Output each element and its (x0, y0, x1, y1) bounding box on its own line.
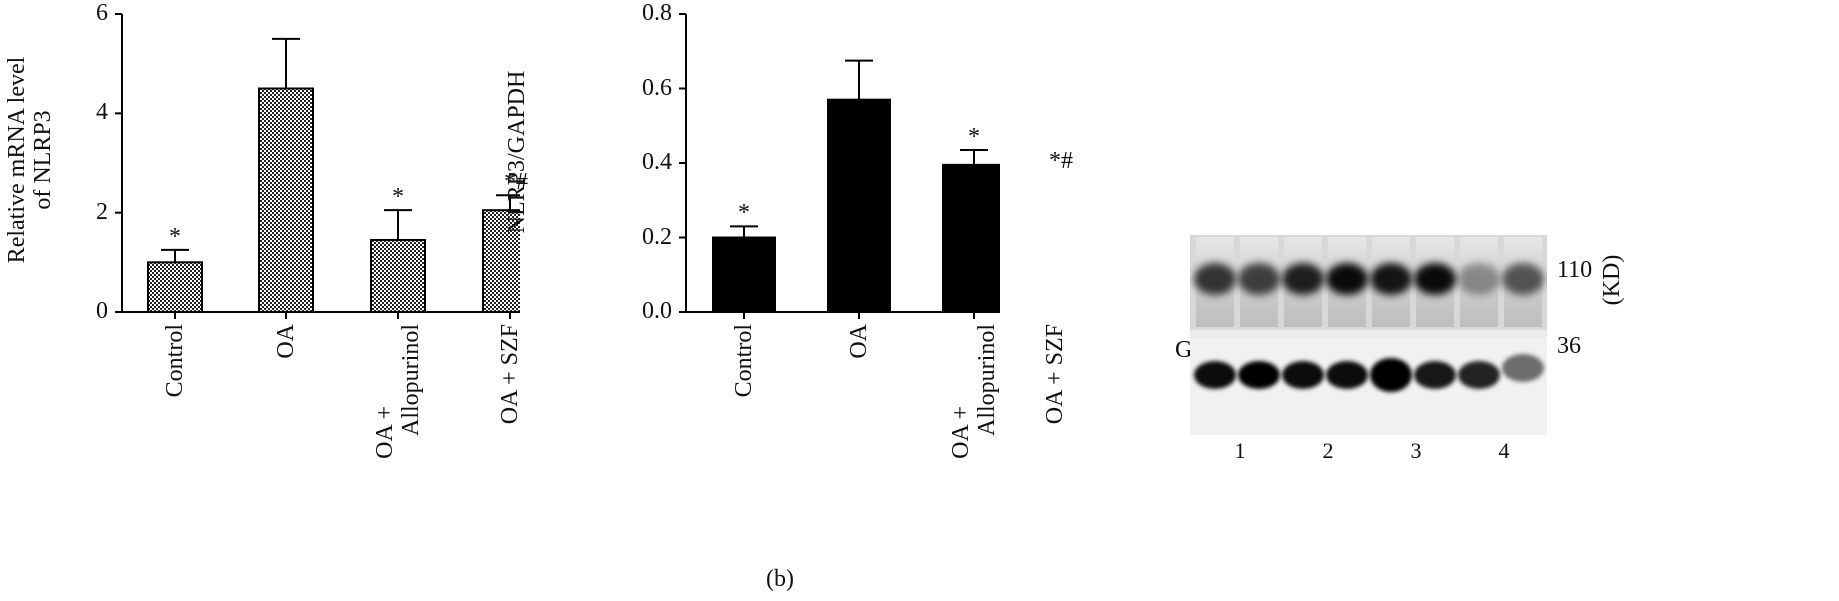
x-category-label: Control (731, 324, 757, 474)
lane-number: 1 (1234, 438, 1246, 463)
panel-caption: (b) (766, 566, 794, 592)
bar-oa-allopurinol (942, 163, 1000, 313)
y-tick-label: 0 (96, 298, 108, 324)
blot-image (1190, 235, 1547, 435)
significance-marker: * (169, 223, 181, 250)
y-tick-label: 0.8 (642, 0, 672, 26)
y-tick-label: 2 (96, 198, 108, 225)
lane-number: 4 (1498, 438, 1510, 463)
significance-marker: * (968, 123, 980, 150)
lane-number: 3 (1410, 438, 1422, 463)
bar-oa-szf (482, 209, 520, 313)
significance-marker: *# (1049, 148, 1073, 175)
chart-ratio-plot (679, 13, 1000, 319)
x-category-label-line: Control (731, 324, 757, 398)
lane-number: 2 (1322, 438, 1334, 463)
y-axis-label-text: NLRP3/GAPDH (504, 70, 530, 234)
x-category-label-line: Allopurinol (974, 324, 1000, 436)
marker-110: 110 (1557, 257, 1593, 283)
y-tick-label: 0.2 (642, 223, 672, 250)
x-category-label: OA (846, 324, 872, 474)
x-category-label-line: OA (846, 324, 872, 359)
y-tick-label: 6 (96, 0, 108, 26)
x-category-label-line: OA + SZF (1042, 324, 1068, 425)
unit-kd-label: (KD) (1599, 254, 1625, 306)
bar-oa (827, 98, 891, 313)
chart-nlrp3-gapdh: NLRP3/GAPDH 0.0 0.2 0.4 0.6 0.8 * * *# Control… (504, 0, 1073, 474)
y-axis-label: NLRP3/GAPDH (504, 42, 530, 262)
x-category-label: OA + Allopurinol (948, 324, 1000, 474)
y-tick-label: 0.4 (642, 149, 672, 175)
bar-control (712, 236, 776, 313)
significance-marker: *# (504, 169, 528, 196)
y-tick-label: 4 (96, 99, 108, 126)
x-category-label: OA + SZF (1042, 324, 1068, 474)
significance-marker: * (392, 184, 404, 211)
y-tick-label: 0.0 (642, 298, 672, 324)
y-tick-label: 0.6 (642, 74, 672, 101)
marker-36: 36 (1557, 333, 1581, 359)
chart-mrna-plot (115, 13, 520, 319)
x-category-label-line: OA + (948, 406, 974, 459)
significance-marker: * (738, 200, 750, 227)
